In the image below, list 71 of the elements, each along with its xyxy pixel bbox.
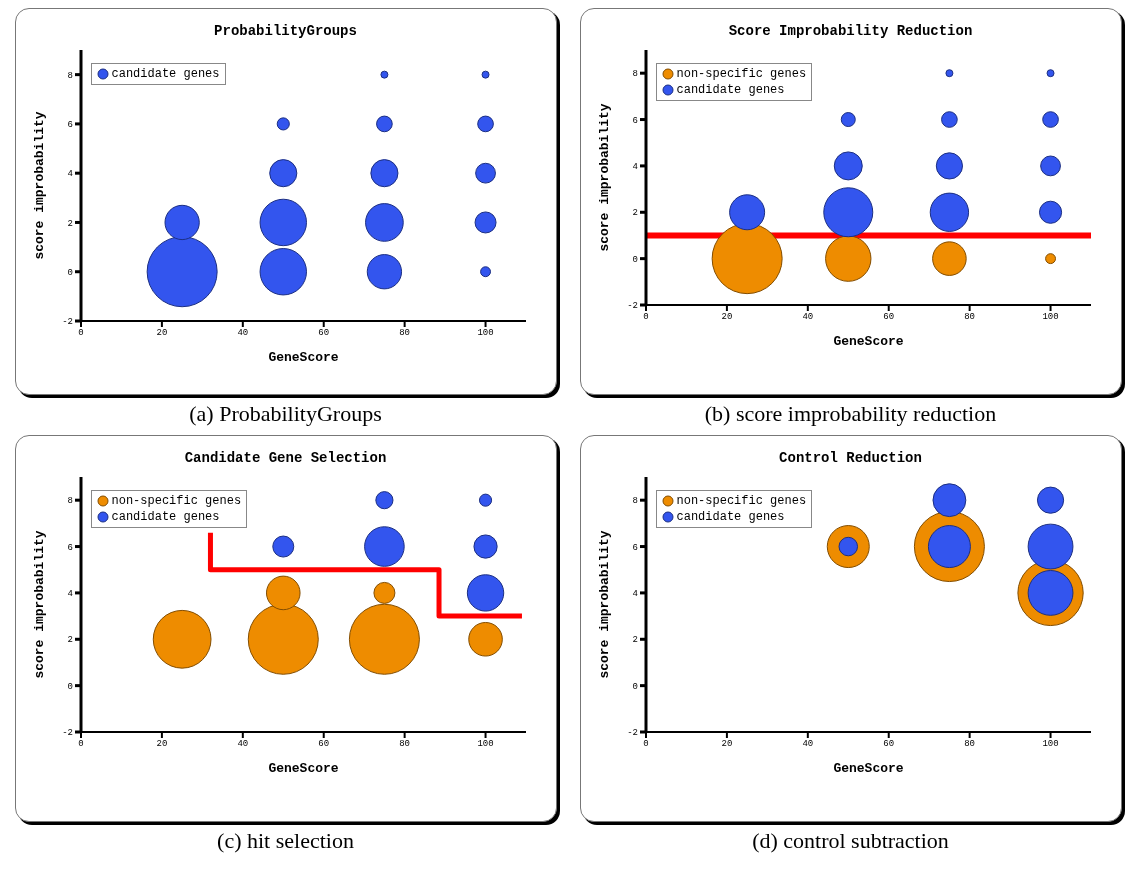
x-tick-label: 60 [882, 312, 894, 323]
y-tick-label: 4 [632, 589, 638, 600]
x-tick-label: 80 [398, 739, 410, 750]
y-tick-label: 2 [632, 208, 638, 219]
x-tick-label: 0 [77, 328, 84, 339]
x-tick-label: 20 [721, 312, 732, 323]
y-tick-label: 6 [632, 115, 638, 126]
y-tick-label: 2 [67, 635, 73, 646]
chart-title: Score Improbability Reduction [727, 23, 974, 41]
x-tick-label: 0 [77, 739, 84, 750]
x-tick-label: 80 [963, 739, 975, 750]
text: (a) ProbabilityGroups [189, 401, 382, 428]
x-tick-label: 0 [642, 739, 649, 750]
x-tick-label: 60 [882, 739, 894, 750]
y-tick-label: -2 [61, 317, 73, 328]
y-tick-label: 0 [67, 267, 73, 278]
text: (b) score improbability reduction [704, 401, 997, 428]
y-tick-label: 6 [67, 542, 73, 553]
x-tick-label: 20 [721, 739, 732, 750]
y-tick-label: 4 [67, 169, 73, 180]
legend-label: candidate genes [676, 509, 785, 525]
y-tick-label: 0 [632, 254, 638, 265]
y-tick-label: 0 [632, 681, 638, 692]
y-axis-title: score improbability [31, 111, 47, 260]
y-tick-label: 6 [67, 120, 73, 131]
y-tick-label: 4 [67, 589, 73, 600]
y-tick-label: 8 [67, 496, 73, 507]
x-tick-label: 100 [476, 739, 494, 750]
x-tick-label: 100 [1041, 312, 1059, 323]
y-tick-label: 0 [67, 681, 73, 692]
y-axis-title: score improbability [596, 103, 612, 252]
y-tick-label: -2 [626, 301, 638, 312]
x-tick-label: 20 [156, 739, 167, 750]
legend-label: candidate genes [676, 82, 785, 98]
y-tick-label: 2 [67, 218, 73, 229]
legend-label: non-specific genes [676, 493, 807, 509]
x-tick-label: 100 [476, 328, 494, 339]
y-tick-label: 6 [632, 542, 638, 553]
y-tick-label: 8 [67, 70, 73, 81]
x-axis-title: GeneScore [267, 761, 339, 776]
x-axis-title: GeneScore [267, 350, 339, 365]
y-axis-title: score improbability [596, 530, 612, 679]
chart-title: ProbabilityGroups [213, 23, 358, 41]
legend-label: non-specific genes [111, 493, 242, 509]
x-tick-label: 80 [398, 328, 410, 339]
text: (d) control subtraction [752, 828, 949, 855]
x-tick-label: 40 [236, 328, 248, 339]
x-tick-label: 60 [317, 328, 329, 339]
y-tick-label: 2 [632, 635, 638, 646]
text: (c) hit selection [217, 828, 354, 855]
chart-title: Candidate Gene Selection [183, 450, 388, 468]
x-tick-label: 40 [801, 739, 813, 750]
legend-label: non-specific genes [676, 66, 807, 82]
y-tick-label: 8 [632, 69, 638, 80]
y-tick-label: -2 [61, 728, 73, 739]
x-tick-label: 40 [801, 312, 813, 323]
x-tick-label: 60 [317, 739, 329, 750]
legend-label: candidate genes [111, 509, 220, 525]
x-tick-label: 80 [963, 312, 975, 323]
y-tick-label: 4 [632, 162, 638, 173]
x-axis-title: GeneScore [832, 761, 904, 776]
x-tick-label: 40 [236, 739, 248, 750]
y-tick-label: -2 [626, 728, 638, 739]
y-axis-title: score improbability [31, 530, 47, 679]
chart-title: Control Reduction [778, 450, 923, 468]
x-tick-label: 100 [1041, 739, 1059, 750]
legend-label: candidate genes [111, 66, 220, 82]
x-axis-title: GeneScore [832, 334, 904, 349]
y-tick-label: 8 [632, 496, 638, 507]
x-tick-label: 20 [156, 328, 167, 339]
x-tick-label: 0 [642, 312, 649, 323]
